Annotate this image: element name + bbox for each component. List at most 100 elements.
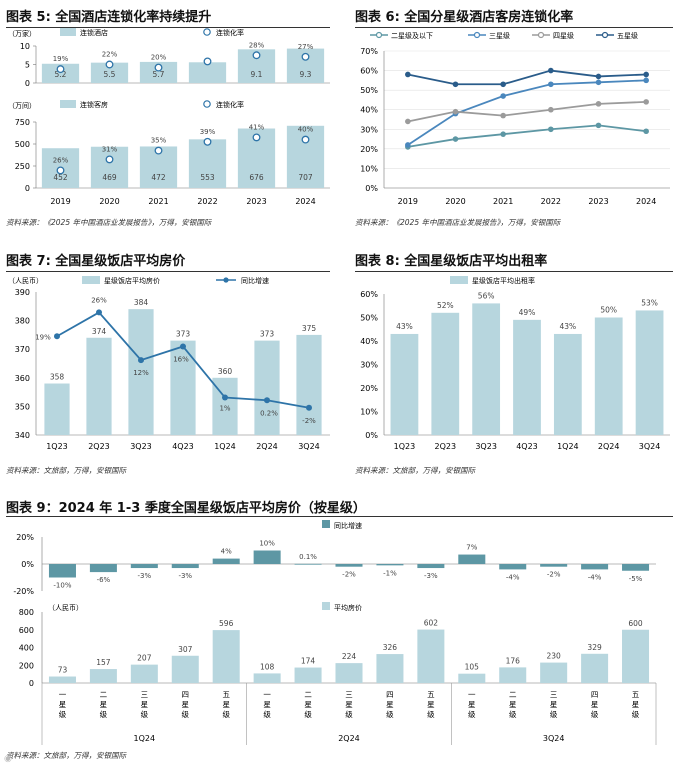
fig7-ytick: 370 [15, 345, 30, 354]
fig7-x-label: 3Q24 [298, 442, 320, 451]
fig6-ytick: 0% [365, 184, 378, 193]
fig7-yoy-label: 12% [133, 369, 149, 377]
fig8-bar-label: 43% [396, 322, 413, 331]
fig9-yoy-label: -3% [138, 572, 152, 580]
fig9-star-label-char: 星 [182, 700, 190, 709]
fig9-group-label: 3Q24 [543, 734, 565, 743]
fig9-price-bar [130, 664, 158, 683]
fig9-star-label-char: 级 [304, 709, 312, 719]
top-bar-label: 5.2 [55, 70, 67, 79]
fig5-x-label: 2019 [50, 197, 70, 206]
fig7-ytick: 340 [15, 431, 30, 440]
fig9-bottom-ytick: 400 [19, 644, 34, 653]
fig8-x-label: 4Q23 [516, 442, 538, 451]
fig9-star-label-char: 星 [222, 700, 230, 709]
fig9-legend-top-swatch [322, 520, 330, 528]
fig7-chart: （人民币） 星级饭店平均房价 同比增速 340 350 360 370 380 390 358 1Q… [8, 276, 330, 451]
fig9-star-label-char: 四 [591, 690, 599, 699]
fig6-series-point [548, 67, 554, 74]
fig8-x-label: 2Q23 [434, 442, 456, 451]
fig5-title: 图表 5: 全国酒店连锁化率持续提升 [6, 10, 212, 25]
fig9-price-label: 108 [260, 662, 275, 671]
fig5-chart: （万家） 连锁酒店 连锁化率05105.219%5.522%5.720%9.128%… [8, 28, 330, 206]
fig6-x-label: 2022 [541, 197, 561, 206]
fig7-x-label: 1Q24 [214, 442, 236, 451]
fig6-series-point [405, 142, 411, 148]
fig7-bar-label: 358 [50, 373, 65, 382]
fig9-star-label-char: 级 [386, 709, 394, 719]
fig9-top-ytick: 0% [21, 560, 34, 569]
fig7-legend-marker [223, 277, 229, 283]
fig9-price-bar [253, 673, 281, 683]
fig9-price-label: 230 [547, 652, 562, 661]
fig8-title: 图表 8: 全国星级饭店平均出租率 [355, 254, 548, 269]
fig6-series-point [548, 81, 554, 88]
fig9-yoy-bar [581, 564, 609, 570]
fig8-source: 资料来源：文旅部，万得，安银国际 [355, 466, 475, 475]
fig9-yoy-bar [212, 558, 240, 564]
fig9-price-bar [335, 663, 363, 683]
fig9-star-label-char: 星 [386, 700, 394, 709]
fig9-star-label-char: 级 [550, 709, 558, 719]
fig8-x-label: 2Q24 [598, 442, 620, 451]
fig6-series-line [407, 79, 647, 146]
fig9-legend-bottom-swatch [322, 602, 330, 610]
bottom-bar [90, 146, 129, 188]
fig9-bottom-ytick: 200 [19, 661, 34, 670]
bottom-bar [188, 139, 227, 188]
fig5-title-rule [6, 27, 330, 28]
fig7-legend-bar-swatch [82, 276, 100, 284]
bottom-ytick: 750 [15, 118, 30, 127]
fig8-bar [390, 333, 419, 435]
fig9-star-label-char: 星 [345, 700, 353, 709]
top-rate-label: 28% [249, 41, 265, 49]
fig9-yoy-bar [130, 564, 158, 569]
fig6-series-point [643, 128, 649, 135]
fig9-yoy-bar [48, 564, 76, 578]
bottom-legend-bar: 连锁客房 [80, 100, 108, 109]
fig9-yoy-bar [294, 563, 322, 565]
fig8-bar [594, 317, 623, 435]
fig9-yoy-bar [376, 564, 404, 566]
fig6-series-point [643, 77, 649, 84]
top-legend-dot: 连锁化率 [216, 28, 244, 37]
fig6-series-point [595, 79, 602, 86]
top-bar-label: 9.3 [300, 70, 312, 79]
fig9-group-label: 2Q24 [338, 734, 360, 743]
top-bar [90, 62, 129, 83]
fig9-star-label-char: 级 [427, 709, 435, 719]
fig6-legend-label: 五星级 [617, 31, 638, 40]
fig9-price-label: 157 [96, 658, 111, 667]
fig9-yoy-label: -2% [342, 571, 356, 579]
fig9-star-label-char: 五 [632, 690, 640, 699]
fig9-title-rule [6, 516, 673, 517]
bottom-legend-dot: 连锁化率 [216, 100, 244, 109]
fig9-star-label-char: 星 [509, 700, 517, 709]
fig7-yoy-point [54, 333, 60, 340]
fig9-star-label-char: 二 [100, 690, 108, 699]
bottom-legend-dot-marker [203, 100, 211, 108]
fig9-legend-top: 同比增速 [334, 521, 362, 530]
fig9-star-label-char: 五 [222, 690, 230, 699]
fig9-star-label-char: 星 [427, 700, 435, 709]
fig6-legend-marker [473, 31, 481, 39]
fig5-x-label: 2024 [295, 197, 315, 206]
fig9-star-label-char: 二 [304, 690, 312, 699]
fig6-x-label: 2019 [398, 197, 418, 206]
fig5-x-label: 2023 [246, 197, 266, 206]
fig9-star-label-char: 星 [304, 700, 312, 709]
fig9-star-label-char: 四 [386, 690, 394, 699]
fig7-bar-label: 360 [218, 367, 233, 376]
bottom-rate-dot [105, 155, 114, 164]
top-legend-dot-marker [203, 28, 211, 36]
top-legend-bar: 连锁酒店 [80, 28, 108, 37]
fig9-bottom-ytick: 800 [19, 608, 34, 617]
fig7-bar-label: 373 [176, 330, 191, 339]
fig7-yoy-label: 19% [35, 333, 51, 341]
fig9-price-label: 207 [137, 654, 152, 663]
top-rate-dot [252, 51, 261, 60]
fig7-source: 资料来源：文旅部，万得，安银国际 [6, 466, 126, 475]
fig9-star-label-char: 级 [141, 709, 149, 719]
fig5-x-label: 2021 [148, 197, 168, 206]
fig9-yoy-label: -1% [383, 569, 397, 577]
